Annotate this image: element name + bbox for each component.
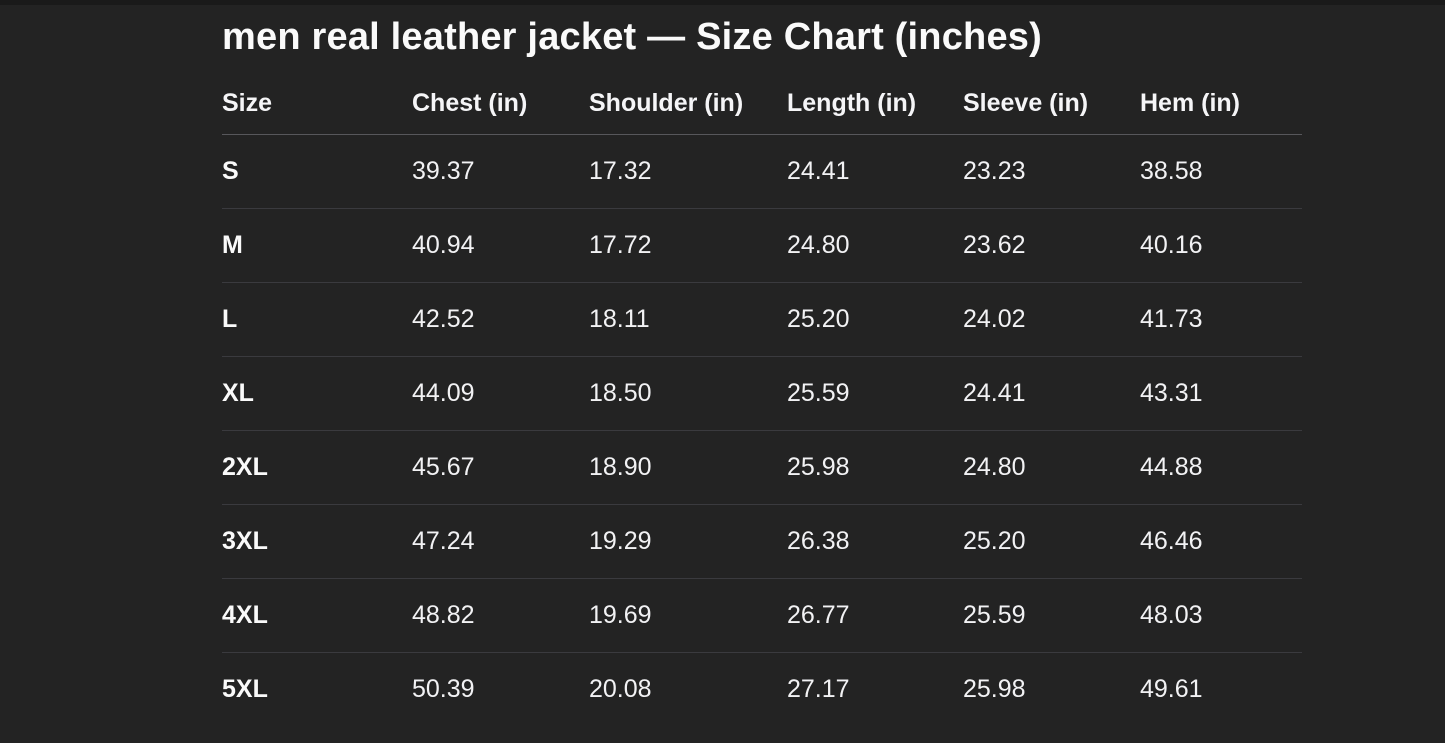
cell-sleeve: 25.98: [963, 675, 1026, 704]
cell-sleeve: 25.20: [963, 504, 1140, 579]
column-header-size: Size: [222, 61, 412, 135]
page-title: men real leather jacket — Size Chart (in…: [222, 16, 1042, 58]
cell-hem: 46.46: [1140, 504, 1302, 579]
cell-chest: 40.94: [412, 208, 589, 283]
table-row-l: L 42.52 18.11 25.20 24.02 41.73: [222, 282, 1302, 357]
cell-chest: 48.82: [412, 578, 589, 653]
cell-sleeve: 24.41: [963, 356, 1140, 431]
column-header-length: Length (in): [787, 61, 963, 135]
table-body: S 39.37 17.32 24.41 23.23 38.58 M 40.94 …: [222, 134, 1302, 727]
cell-shoulder: 17.72: [589, 208, 787, 283]
column-header-sleeve: Sleeve (in): [963, 61, 1140, 135]
cell-size: S: [222, 134, 412, 209]
cell-length: 25.20: [787, 282, 963, 357]
table-header: Size Chest (in) Shoulder (in) Length (in…: [222, 61, 1302, 135]
cell-length: 25.98: [787, 430, 963, 505]
cell-shoulder: 18.50: [589, 356, 787, 431]
cell-shoulder: 18.90: [589, 430, 787, 505]
table-row-m: M 40.94 17.72 24.80 23.62 40.16: [222, 208, 1302, 283]
header-row: Size Chest (in) Shoulder (in) Length (in…: [222, 61, 1302, 135]
table-row-s: S 39.37 17.32 24.41 23.23 38.58: [222, 134, 1302, 209]
column-header-shoulder: Shoulder (in): [589, 61, 787, 135]
window-top-edge: [0, 0, 1445, 5]
cell-size: XL: [222, 356, 412, 431]
cell-chest: 42.52: [412, 282, 589, 357]
cell-length: 25.59: [787, 356, 963, 431]
cell-hem: 49.61: [1140, 675, 1203, 704]
cell-hem: 44.88: [1140, 430, 1302, 505]
table-row-4xl: 4XL 48.82 19.69 26.77 25.59 48.03: [222, 578, 1302, 653]
size-chart-table: Size Chest (in) Shoulder (in) Length (in…: [222, 61, 1302, 727]
cell-chest: 44.09: [412, 356, 589, 431]
cell-shoulder: 20.08: [589, 675, 652, 704]
cell-shoulder: 19.29: [589, 504, 787, 579]
cell-sleeve: 24.80: [963, 430, 1140, 505]
cell-length: 24.80: [787, 208, 963, 283]
cell-hem: 41.73: [1140, 282, 1302, 357]
cell-chest: 45.67: [412, 430, 589, 505]
table-row-3xl: 3XL 47.24 19.29 26.38 25.20 46.46: [222, 504, 1302, 579]
cell-size: 2XL: [222, 430, 412, 505]
cell-length: 27.17: [787, 675, 850, 704]
cell-size: M: [222, 208, 412, 283]
cell-chest: 50.39: [412, 675, 475, 704]
cell-shoulder: 19.69: [589, 578, 787, 653]
cell-shoulder: 18.11: [589, 282, 787, 357]
size-chart-page: men real leather jacket — Size Chart (in…: [0, 5, 1445, 727]
cell-size: 5XL: [222, 675, 268, 704]
cell-length: 26.38: [787, 504, 963, 579]
cell-hem: 38.58: [1140, 134, 1302, 209]
cell-size: L: [222, 282, 412, 357]
cell-hem: 43.31: [1140, 356, 1302, 431]
cell-sleeve: 23.23: [963, 134, 1140, 209]
cell-size: 3XL: [222, 504, 412, 579]
cell-size: 4XL: [222, 578, 412, 653]
cell-sleeve: 23.62: [963, 208, 1140, 283]
cell-length: 26.77: [787, 578, 963, 653]
cell-length: 24.41: [787, 134, 963, 209]
table-row-2xl: 2XL 45.67 18.90 25.98 24.80 44.88: [222, 430, 1302, 505]
cell-sleeve: 24.02: [963, 282, 1140, 357]
cell-hem: 40.16: [1140, 208, 1302, 283]
table-row-xl: XL 44.09 18.50 25.59 24.41 43.31: [222, 356, 1302, 431]
cell-chest: 47.24: [412, 504, 589, 579]
cell-hem: 48.03: [1140, 578, 1302, 653]
cell-sleeve: 25.59: [963, 578, 1140, 653]
cell-shoulder: 17.32: [589, 134, 787, 209]
column-header-hem: Hem (in): [1140, 61, 1302, 135]
cell-chest: 39.37: [412, 134, 589, 209]
table-row-5xl: 5XL 50.39 20.08 27.17 25.98 49.61: [222, 653, 1302, 727]
column-header-chest: Chest (in): [412, 61, 589, 135]
